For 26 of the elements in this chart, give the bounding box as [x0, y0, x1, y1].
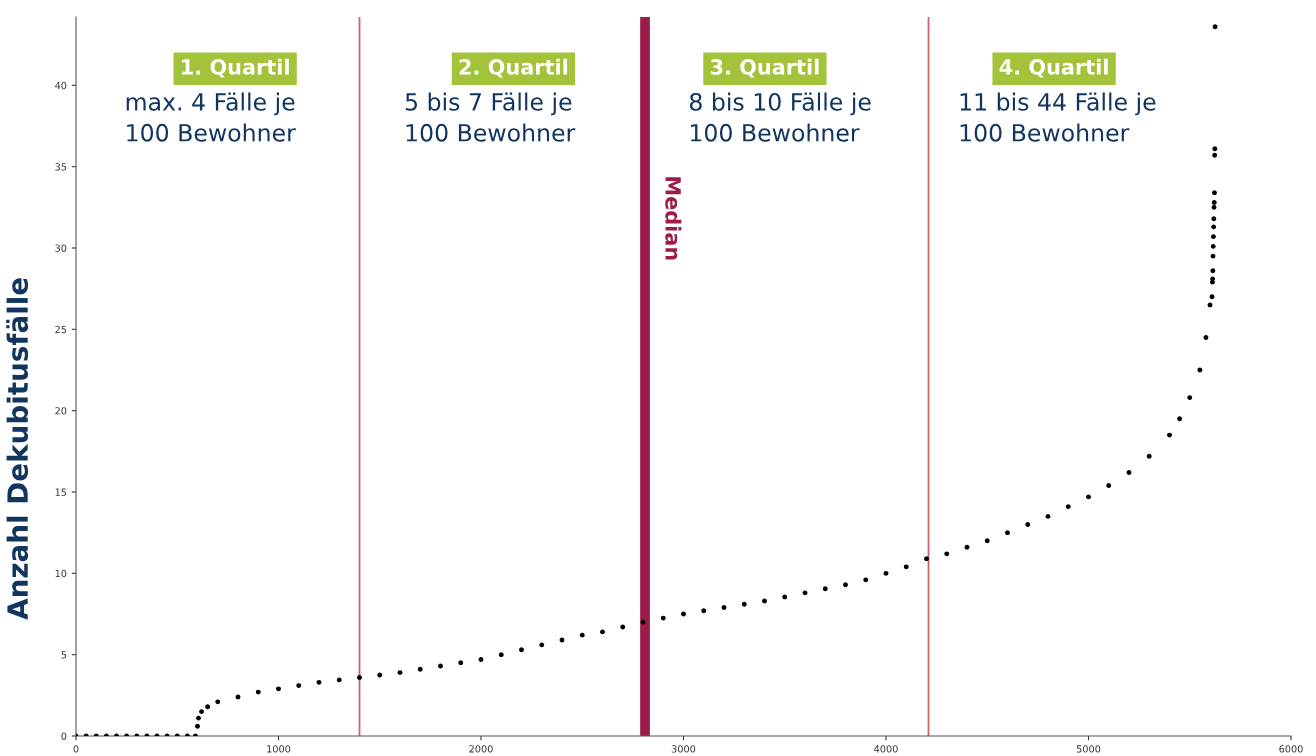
x-tick-label: 6000	[1279, 745, 1303, 753]
x-tick-label: 0	[73, 745, 79, 753]
y-tick-label: 5	[61, 651, 67, 659]
ref-line-label: Median	[665, 177, 682, 260]
y-tick-label: 30	[55, 244, 67, 252]
x-tick-label: 3000	[671, 745, 696, 753]
annotation: 4. Quartil	[999, 58, 1108, 78]
annotation: 1. Quartil	[182, 58, 289, 78]
y-tick-label: 20	[55, 407, 67, 415]
annotation: 8 bis 10 Fälle je 100 Bewohner	[689, 92, 871, 142]
x-tick-label: 4000	[874, 745, 898, 753]
y-axis-title: Anzahl Dekubitusfälle	[6, 278, 29, 620]
annotation: 11 bis 44 Fälle je 100 Bewohner	[960, 92, 1156, 142]
annotation: 3. Quartil	[710, 58, 819, 78]
annotation: 5 bis 7 Fälle je 100 Bewohner	[405, 92, 576, 142]
y-tick-label: 35	[55, 163, 67, 171]
y-tick-label: 25	[55, 325, 67, 334]
y-tick-label: 15	[55, 488, 67, 496]
annotation: 2. Quartil	[459, 58, 568, 78]
y-tick-label: 0	[61, 732, 67, 740]
annotation: max. 4 Fälle je 100 Bewohner	[126, 92, 296, 142]
x-tick-label: 1000	[267, 745, 291, 753]
y-tick-label: 40	[55, 81, 67, 90]
x-tick-label: 5000	[1076, 745, 1101, 753]
y-tick-label: 10	[55, 569, 67, 578]
x-tick-label: 2000	[469, 745, 493, 753]
